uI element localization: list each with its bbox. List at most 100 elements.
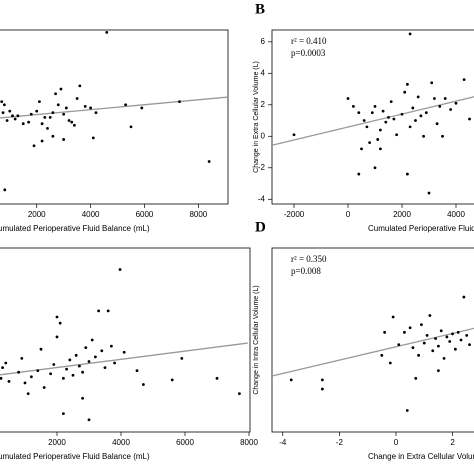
point bbox=[456, 330, 460, 334]
point bbox=[83, 104, 87, 108]
point bbox=[428, 314, 432, 317]
y-tick-label: 6 bbox=[261, 37, 266, 46]
point bbox=[414, 376, 418, 380]
y-axis-label: Change in Extra Cellular Volume (L) bbox=[253, 61, 260, 173]
x-tick-label: 0 bbox=[346, 210, 351, 219]
point bbox=[383, 330, 387, 334]
point bbox=[27, 120, 31, 124]
point bbox=[56, 103, 60, 107]
plot-frame bbox=[271, 247, 474, 433]
point bbox=[320, 378, 324, 382]
point bbox=[453, 347, 457, 351]
point bbox=[42, 386, 46, 389]
point bbox=[67, 119, 71, 122]
point bbox=[4, 361, 8, 365]
point bbox=[207, 160, 211, 163]
point bbox=[140, 106, 144, 110]
point bbox=[87, 360, 91, 363]
point bbox=[89, 106, 92, 110]
point bbox=[414, 119, 417, 122]
fit-line bbox=[271, 327, 474, 377]
panel-label: B bbox=[255, 1, 265, 17]
point bbox=[238, 392, 241, 396]
x-tick-label: 0 bbox=[394, 438, 399, 447]
point bbox=[64, 106, 68, 110]
point bbox=[118, 268, 122, 271]
x-axis-label: umulated Perioperative Fluid Balance (mL… bbox=[0, 224, 150, 233]
point bbox=[408, 125, 412, 129]
point bbox=[51, 111, 55, 115]
panel-label: D bbox=[255, 219, 266, 235]
point bbox=[87, 418, 91, 422]
point bbox=[97, 309, 100, 313]
point bbox=[431, 349, 435, 353]
point bbox=[448, 340, 452, 343]
point bbox=[55, 315, 59, 319]
x-axis-label: Cumulated Perioperative Fluid Balance bbox=[368, 224, 474, 233]
point bbox=[129, 125, 133, 129]
point bbox=[405, 82, 409, 86]
y-tick-label: 0 bbox=[261, 131, 266, 140]
point bbox=[360, 147, 363, 151]
annotation: p=0.0003 bbox=[291, 48, 326, 58]
point bbox=[379, 147, 382, 151]
point bbox=[465, 334, 469, 337]
panel: 2000 4000 6000 8000 umulated Perioperative F… bbox=[0, 247, 258, 461]
point bbox=[38, 100, 41, 104]
point bbox=[357, 172, 361, 176]
point bbox=[392, 117, 396, 121]
point bbox=[454, 101, 458, 105]
point bbox=[73, 123, 76, 127]
point bbox=[62, 112, 66, 116]
x-tick-label: 2000 bbox=[48, 438, 66, 447]
y-tick-label: 2 bbox=[261, 100, 266, 109]
fit-line bbox=[0, 96, 229, 119]
point bbox=[40, 122, 44, 126]
annotation: p=0.008 bbox=[291, 266, 321, 276]
point bbox=[48, 115, 52, 119]
point bbox=[416, 95, 420, 99]
point bbox=[389, 100, 393, 104]
point bbox=[408, 326, 412, 330]
point bbox=[289, 378, 293, 382]
x-tick-label: 2000 bbox=[28, 210, 46, 219]
plot-frame bbox=[0, 247, 251, 433]
point bbox=[135, 369, 139, 373]
point bbox=[46, 127, 49, 130]
point bbox=[77, 364, 81, 368]
point bbox=[5, 119, 9, 122]
point bbox=[74, 353, 78, 357]
point bbox=[352, 104, 355, 108]
point bbox=[437, 369, 440, 373]
point bbox=[439, 329, 443, 333]
annotation: r² = 0.410 bbox=[291, 36, 327, 46]
panel: -2000 0 2000 4000 -4 -2 0 2 4 6 Cumulated Perioper… bbox=[253, 1, 474, 233]
point bbox=[180, 357, 184, 360]
point bbox=[17, 370, 20, 374]
point bbox=[441, 134, 444, 138]
point bbox=[122, 350, 126, 354]
point bbox=[70, 120, 74, 124]
point bbox=[62, 138, 66, 141]
point bbox=[94, 111, 98, 115]
point bbox=[438, 104, 442, 108]
point bbox=[346, 97, 350, 100]
point bbox=[468, 117, 471, 121]
point bbox=[71, 373, 75, 377]
point bbox=[437, 344, 440, 348]
point bbox=[451, 332, 454, 336]
y-tick-label: 4 bbox=[261, 68, 266, 77]
point bbox=[124, 103, 128, 107]
point bbox=[21, 122, 25, 126]
point bbox=[106, 309, 110, 313]
point bbox=[380, 353, 384, 357]
point bbox=[0, 100, 4, 104]
x-tick-label: -2 bbox=[336, 438, 344, 447]
point bbox=[40, 139, 44, 143]
point bbox=[35, 109, 39, 113]
point bbox=[370, 111, 374, 115]
x-tick-label: 4000 bbox=[447, 210, 465, 219]
point bbox=[81, 370, 84, 374]
point bbox=[1, 111, 5, 115]
